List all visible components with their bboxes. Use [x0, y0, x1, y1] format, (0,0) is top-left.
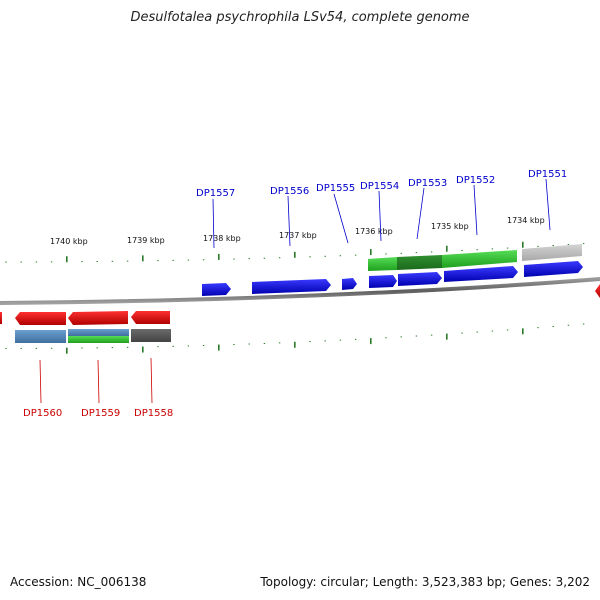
- gene-arrow-dp1557[interactable]: [202, 283, 231, 296]
- gene-feature[interactable]: [397, 255, 442, 270]
- forward-strand-genes: [202, 261, 583, 296]
- gene-feature[interactable]: [15, 330, 66, 343]
- gene-label-dp1552[interactable]: DP1552: [456, 175, 495, 186]
- gene-arrow-dp1558[interactable]: [131, 311, 170, 324]
- feature-lane-lower: [15, 329, 171, 343]
- gene-label-dp1555[interactable]: DP1555: [316, 183, 355, 194]
- gene-feature[interactable]: [442, 250, 517, 268]
- gene-arrow-dp1551[interactable]: [524, 261, 583, 277]
- gene-feature[interactable]: [131, 329, 171, 342]
- gene-arrow-dp1560[interactable]: [15, 312, 66, 325]
- accession-text: Accession: NC_006138: [10, 575, 147, 589]
- scale-label: 1735 kbp: [431, 222, 469, 231]
- topology-summary: Topology: circular; Length: 3,523,383 bp…: [260, 575, 590, 589]
- gene-label-dp1560[interactable]: DP1560: [23, 408, 62, 419]
- genome-backbone: [0, 277, 600, 305]
- gene-feature[interactable]: [68, 329, 129, 336]
- gene-label-dp1558[interactable]: DP1558: [134, 408, 173, 419]
- gene-arrow-dp1552[interactable]: [444, 266, 518, 282]
- gene-arrow-right-edge[interactable]: [595, 284, 600, 298]
- scale-ticks-top: [5, 241, 585, 263]
- gene-label-dp1559[interactable]: DP1559: [81, 408, 120, 419]
- gene-arrow-dp1555[interactable]: [342, 278, 357, 290]
- gene-arrow-dp1559[interactable]: [68, 311, 128, 325]
- gene-label-dp1556[interactable]: DP1556: [270, 186, 309, 197]
- gene-arrow-dp1553[interactable]: [398, 272, 442, 286]
- scale-label: 1737 kbp: [279, 231, 317, 240]
- gene-label-dp1551[interactable]: DP1551: [528, 169, 567, 180]
- gene-arrow-dp1554[interactable]: [369, 275, 397, 288]
- gene-label-dp1554[interactable]: DP1554: [360, 181, 399, 192]
- gene-arrow-edge[interactable]: [0, 312, 2, 324]
- gene-feature[interactable]: [68, 336, 129, 343]
- gene-feature[interactable]: [522, 244, 582, 261]
- genome-title: Desulfotalea psychrophila LSv54, complet…: [130, 10, 470, 25]
- scale-ticks-bottom: [5, 323, 585, 354]
- scale-label: 1740 kbp: [50, 237, 88, 246]
- gene-feature[interactable]: [368, 257, 397, 271]
- feature-lane-upper: [368, 244, 582, 271]
- scale-label: 1739 kbp: [127, 236, 165, 245]
- scale-label: 1736 kbp: [355, 227, 393, 236]
- gene-arrow-dp1556[interactable]: [252, 279, 331, 294]
- scale-label: 1734 kbp: [507, 216, 545, 225]
- label-leaders-top: [212, 178, 551, 249]
- label-leaders-bottom: [39, 357, 153, 404]
- reverse-strand-genes: [0, 284, 600, 325]
- scale-label: 1738 kbp: [203, 234, 241, 243]
- gene-label-dp1557[interactable]: DP1557: [196, 188, 235, 199]
- gene-label-dp1553[interactable]: DP1553: [408, 178, 447, 189]
